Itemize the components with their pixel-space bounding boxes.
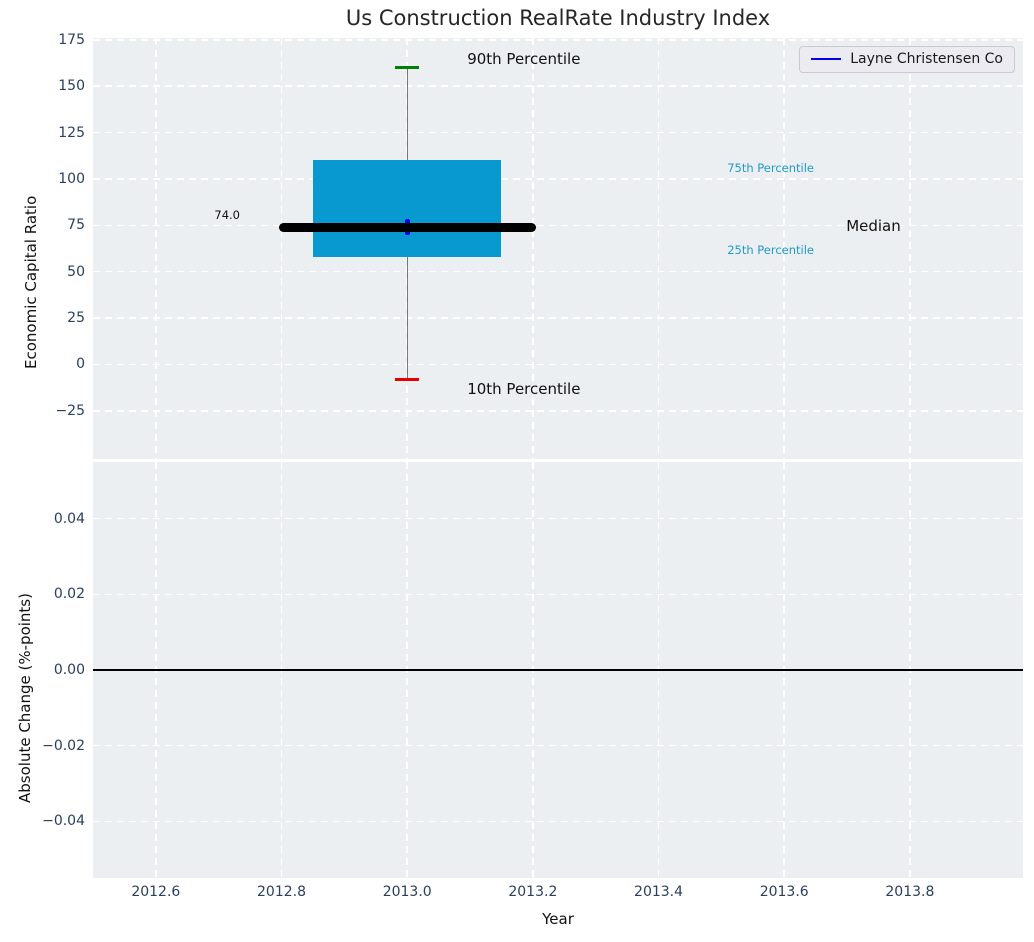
x-tick-label: 2013.2 — [508, 884, 558, 900]
v-gridline — [909, 38, 911, 459]
x-axis-label: Year — [542, 910, 574, 928]
bottom-y-tick-label: 0.04 — [53, 510, 85, 527]
h-gridline — [93, 363, 1023, 366]
p10-annotation: 10th Percentile — [467, 380, 581, 399]
median-line — [278, 222, 536, 232]
bottom-y-tick-label: 0.00 — [53, 662, 85, 678]
legend-line-swatch — [811, 57, 842, 61]
h-gridline — [93, 744, 1023, 747]
legend[interactable]: Layne Christensen Co — [799, 46, 1015, 73]
x-tick-label: 2013.8 — [885, 884, 935, 900]
bottom-y-axis-label: Absolute Change (%-points) — [16, 593, 34, 803]
zero-change-line — [93, 669, 1023, 671]
top-y-tick-label: 75 — [67, 217, 85, 234]
legend-label: Layne Christensen Co — [850, 51, 1003, 67]
p25-annotation: 25th Percentile — [727, 242, 815, 257]
p90-cap-marker — [395, 66, 420, 70]
v-gridline — [532, 38, 534, 459]
top-y-tick-label: 0 — [76, 356, 85, 373]
x-tick-label: 2012.8 — [257, 884, 306, 900]
v-gridline — [280, 38, 283, 459]
v-gridline — [783, 38, 785, 459]
h-gridline — [93, 820, 1023, 823]
top-axes-panel: 90th Percentile 10th Percentile 75th Per… — [93, 38, 1023, 459]
top-y-tick-label: 125 — [58, 124, 85, 141]
h-gridline — [93, 270, 1023, 273]
h-gridline — [93, 517, 1023, 520]
chart-title: Us Construction RealRate Industry Index — [345, 6, 771, 30]
p75-annotation: 75th Percentile — [727, 161, 815, 176]
v-gridline — [657, 38, 660, 459]
bottom-axes-panel — [93, 462, 1023, 878]
bottom-y-tick-label: 0.02 — [53, 586, 85, 603]
h-gridline — [93, 317, 1023, 319]
h-gridline — [93, 39, 1023, 41]
bottom-y-tick-label: −0.02 — [42, 737, 85, 754]
top-y-axis-label: Economic Capital Ratio — [22, 195, 40, 369]
x-tick-label: 2012.6 — [131, 884, 181, 900]
h-gridline — [93, 131, 1023, 134]
median-annotation: Median — [846, 217, 901, 236]
p10-cap-marker — [395, 377, 420, 381]
top-y-tick-label: −25 — [55, 402, 85, 419]
iqr-box — [312, 160, 502, 257]
bottom-y-tick-label: −0.04 — [42, 813, 85, 830]
top-y-tick-label: 100 — [58, 170, 85, 187]
h-gridline — [93, 410, 1023, 412]
h-gridline — [93, 85, 1023, 87]
h-gridline — [93, 593, 1023, 596]
top-y-tick-label: 25 — [67, 310, 85, 327]
x-tick-label: 2013.6 — [759, 884, 809, 900]
h-gridline — [93, 224, 1023, 227]
x-tick-label: 2013.0 — [382, 884, 432, 900]
h-gridline — [93, 178, 1023, 180]
p90-annotation: 90th Percentile — [467, 49, 581, 68]
top-y-tick-label: 150 — [58, 78, 85, 95]
top-y-tick-label: 50 — [67, 263, 85, 280]
median-value-label: 74.0 — [214, 208, 240, 223]
top-y-tick-label: 175 — [58, 31, 85, 48]
v-gridline — [155, 38, 157, 459]
x-tick-label: 2013.4 — [634, 884, 684, 900]
